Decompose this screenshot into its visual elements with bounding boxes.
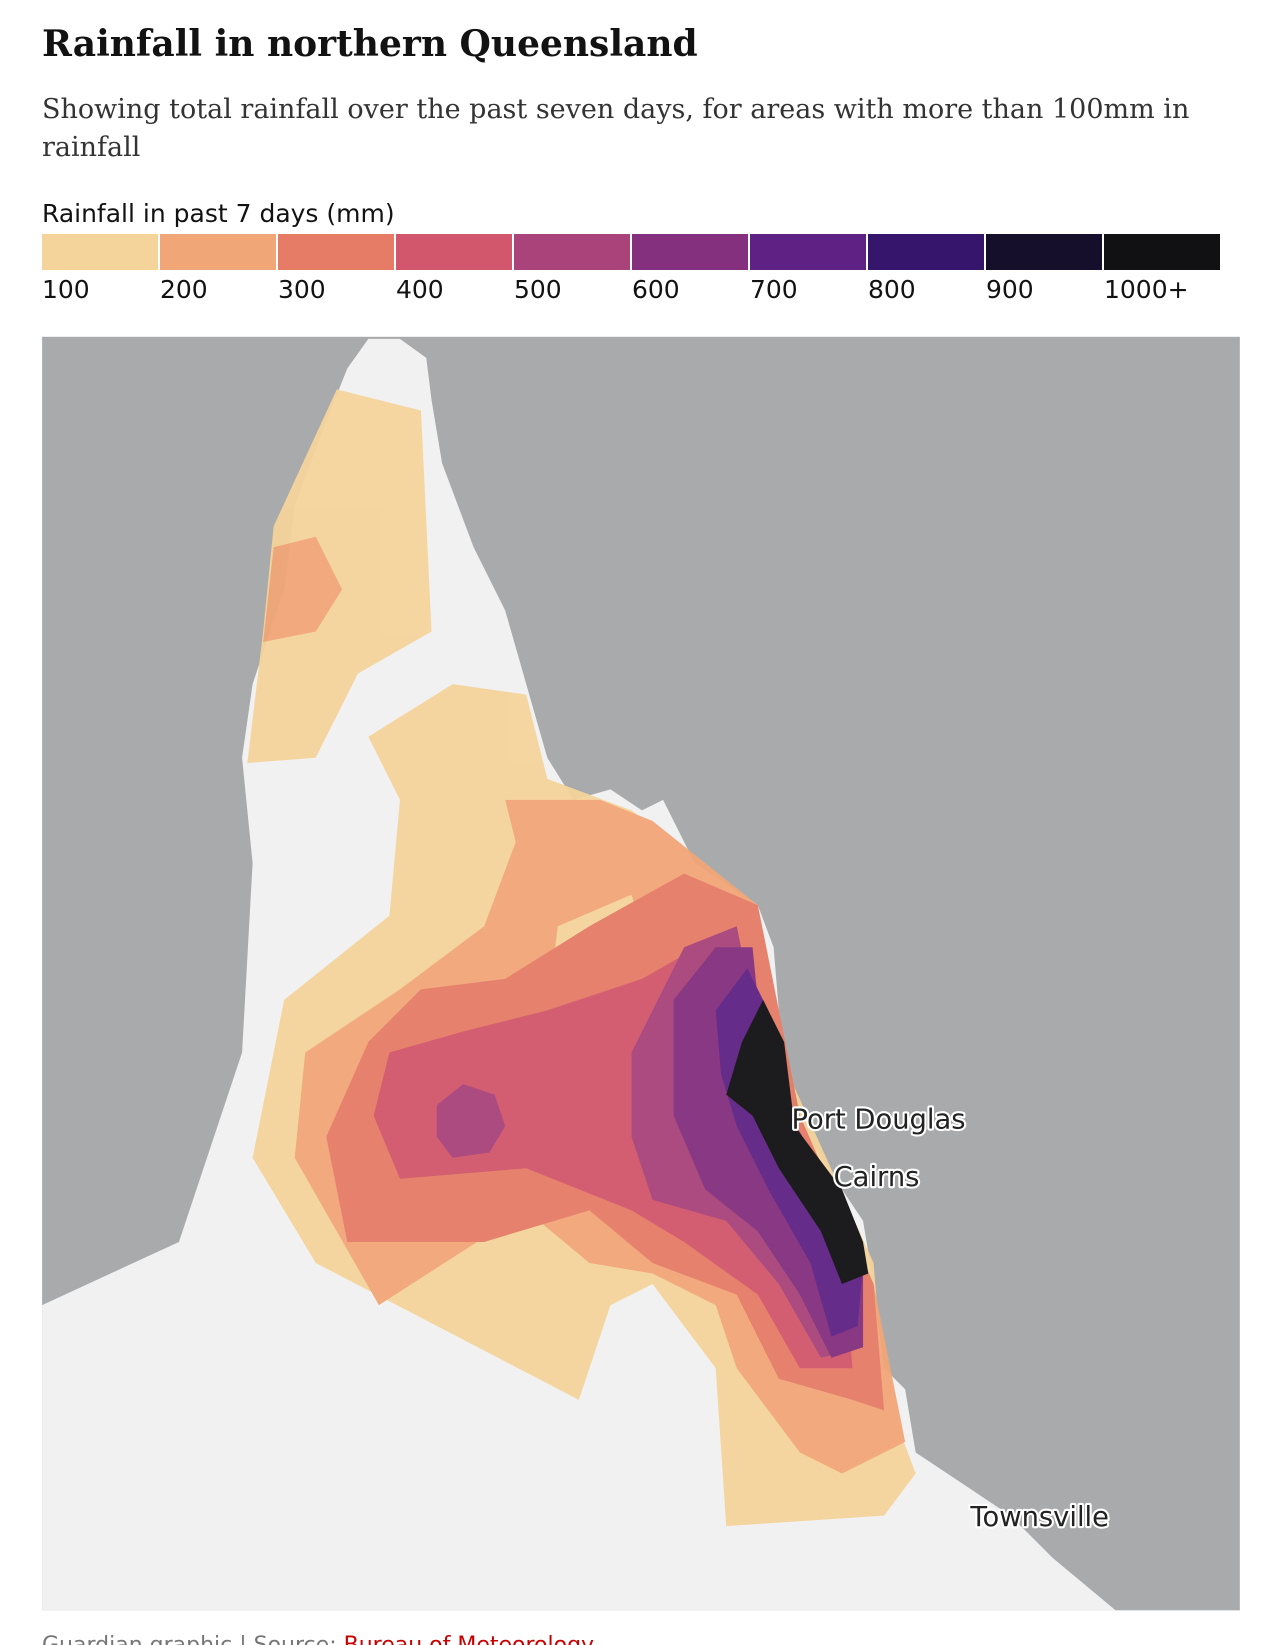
rainfall-area [726, 999, 869, 1285]
legend-label: 800 [868, 275, 916, 304]
footer: Guardian graphic | Source: Bureau of Met… [42, 1633, 594, 1645]
subtitle: Showing total rainfall over the past sev… [42, 94, 1189, 163]
legend: 100 200 300 400 500 600 700 800 900 1000+ [42, 234, 1220, 304]
legend-swatch [1104, 234, 1220, 270]
title: Rainfall in northern Queensland [42, 23, 698, 65]
map: Port Douglas Cairns Townsville [42, 336, 1240, 1611]
legend-swatch [986, 234, 1102, 270]
legend-swatch [42, 234, 158, 270]
place-label: Townsville [969, 1502, 1109, 1533]
legend-label: 400 [396, 275, 444, 304]
credit: Guardian graphic | Source: [42, 1633, 344, 1645]
legend-title: Rainfall in past 7 days (mm) [42, 199, 395, 228]
source-link[interactable]: Bureau of Meteorology [344, 1633, 594, 1645]
legend-label: 300 [278, 275, 326, 304]
place-label: Port Douglas [791, 1104, 965, 1135]
subtitle-line: Showing total rainfall over the past sev… [42, 94, 1189, 125]
legend-swatch [868, 234, 984, 270]
legend-swatch [160, 234, 276, 270]
legend-swatch [750, 234, 866, 270]
rainfall-area [263, 536, 343, 643]
legend-label: 200 [160, 275, 208, 304]
legend-swatch [278, 234, 394, 270]
legend-swatch [514, 234, 630, 270]
place-label: Cairns [834, 1162, 920, 1193]
legend-label: 500 [514, 275, 562, 304]
legend-swatch [396, 234, 512, 270]
rainfall-area [247, 389, 432, 764]
legend-label: 1000+ [1104, 275, 1189, 304]
legend-label: 700 [750, 275, 798, 304]
legend-label: 600 [632, 275, 680, 304]
subtitle-line: rainfall [42, 132, 140, 163]
legend-label: 100 [42, 275, 90, 304]
legend-label: 900 [986, 275, 1034, 304]
legend-swatch [632, 234, 748, 270]
rainfall-area [436, 1084, 506, 1158]
rainfall [247, 389, 916, 1527]
